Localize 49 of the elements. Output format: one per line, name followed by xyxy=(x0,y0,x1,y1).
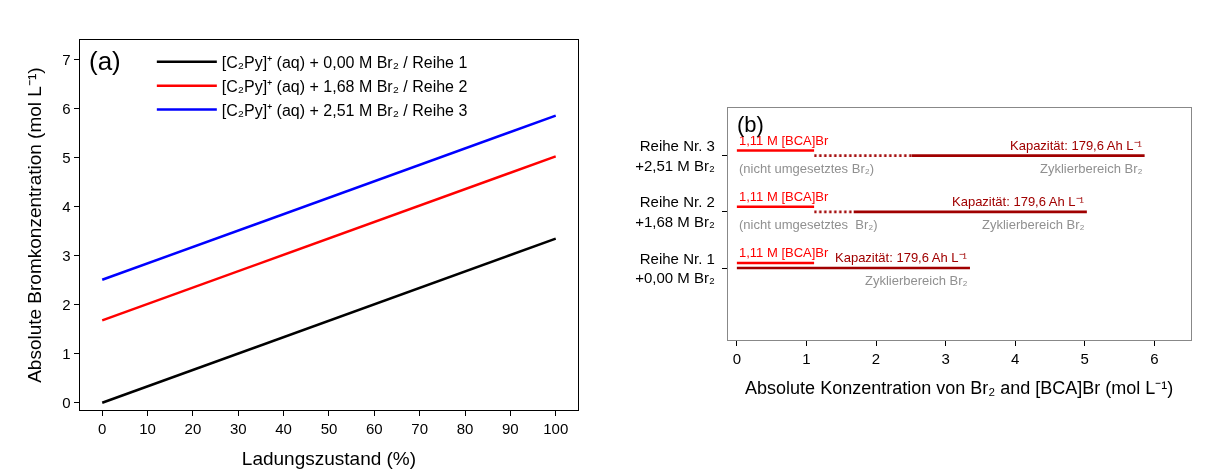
x-tick-label: 50 xyxy=(320,420,338,438)
annotation: 1,11 M [BCA]Br xyxy=(739,245,830,260)
x-tick-label: 100 xyxy=(543,420,569,438)
x-tick-label: 0 xyxy=(732,350,742,368)
annotation: (a) xyxy=(89,46,121,76)
legend-label: [C₂Py]⁺ (aq) + 2,51 M Br₂ / Reihe 3 xyxy=(221,101,468,119)
y-tick-label: 3 xyxy=(62,247,71,265)
annotation: (nicht umgesetztes Br₂) xyxy=(739,161,875,176)
annotation: Kapazität: 179,6 Ah L⁻¹ xyxy=(952,194,1085,209)
x-tick-label: 80 xyxy=(456,420,474,438)
bar xyxy=(911,154,1145,157)
y-tick-label: 7 xyxy=(62,51,71,69)
y-tick-label: 0 xyxy=(62,393,71,411)
annotation: Zyklierbereich Br₂ xyxy=(1040,161,1143,176)
bar xyxy=(736,149,815,152)
x-tick-label: 2 xyxy=(871,350,881,368)
y-tick-label: 5 xyxy=(62,149,71,167)
annotation: Zyklierbereich Br₂ xyxy=(982,217,1085,232)
y-tick-label: Reihe Nr. 2 +1,68 M Br₂ xyxy=(635,193,715,230)
annotation: 1,11 M [BCA]Br xyxy=(739,189,830,204)
x-tick-label: 0 xyxy=(98,420,107,438)
annotation: Kapazität: 179,6 Ah L⁻¹ xyxy=(1010,138,1143,153)
y-tick-label: Reihe Nr. 3 +2,51 M Br₂ xyxy=(635,137,715,174)
legend-label: [C₂Py]⁺ (aq) + 1,68 M Br₂ / Reihe 2 xyxy=(221,77,468,95)
x-axis-title: Ladungszustand (%) xyxy=(241,447,417,469)
y-tick-label: 6 xyxy=(62,100,71,118)
x-tick-label: 3 xyxy=(941,350,950,368)
legend-label: [C₂Py]⁺ (aq) + 0,00 M Br₂ / Reihe 1 xyxy=(221,54,468,72)
x-axis-title: Absolute Konzentration von Br₂ and [BCA]Br (mol L⁻¹) xyxy=(745,378,1174,399)
annotation: Zyklierbereich Br₂ xyxy=(865,273,968,288)
bar xyxy=(814,154,912,157)
x-tick-label: 70 xyxy=(411,420,429,438)
y-tick-label: Reihe Nr. 1 +0,00 M Br₂ xyxy=(635,249,715,287)
annotation: (nicht umgesetztes Br₂) xyxy=(739,217,878,232)
annotation: Kapazität: 179,6 Ah L⁻¹ xyxy=(835,250,968,265)
y-tick-label: 4 xyxy=(62,198,71,216)
x-tick-label: 1 xyxy=(802,350,811,368)
annotation: (b) xyxy=(737,112,764,137)
y-axis-title: Absolute Bromkonzentration (mol L⁻¹) xyxy=(24,67,46,383)
x-tick-label: 90 xyxy=(502,420,519,438)
x-tick-label: 20 xyxy=(184,420,202,438)
x-tick-label: 5 xyxy=(1080,350,1089,368)
x-tick-label: 4 xyxy=(1011,350,1020,368)
x-tick-label: 30 xyxy=(229,420,247,438)
x-tick-label: 60 xyxy=(365,420,383,438)
x-tick-label: 6 xyxy=(1150,350,1159,368)
x-tick-label: 40 xyxy=(275,420,292,438)
y-tick-label: 2 xyxy=(62,296,71,314)
x-tick-label: 10 xyxy=(139,420,156,438)
